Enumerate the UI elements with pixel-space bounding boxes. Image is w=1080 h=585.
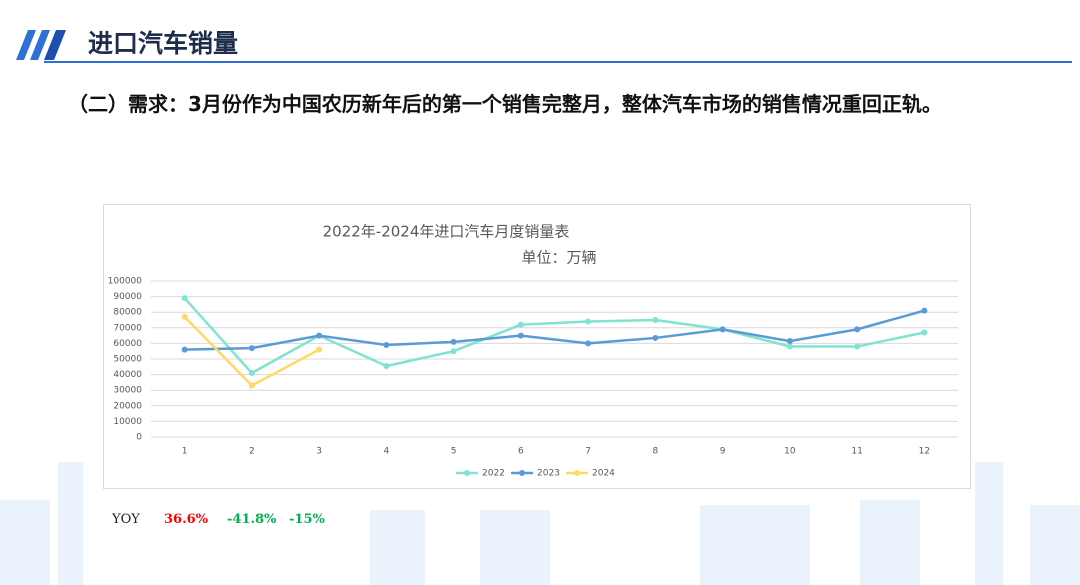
data-point: [786, 343, 793, 350]
data-point: [652, 334, 659, 341]
yoy-value: -15%: [289, 512, 325, 527]
data-point: [181, 295, 188, 302]
data-point: [921, 307, 928, 314]
data-point: [383, 341, 390, 348]
data-point: [383, 363, 390, 370]
chart-title: 2022年-2024年进口汽车月度销量表: [323, 223, 570, 241]
series-line: [183, 297, 925, 375]
legend-label: 2024: [592, 469, 615, 479]
chart-subtitle: 单位：万辆: [521, 249, 596, 267]
legend-dot: [574, 470, 580, 476]
y-tick-label: 80000: [113, 308, 142, 318]
data-point: [517, 321, 524, 328]
data-point: [248, 382, 255, 389]
y-tick-label: 100000: [108, 277, 143, 287]
data-point: [450, 348, 457, 355]
data-point: [854, 326, 861, 333]
data-point: [854, 343, 861, 350]
data-point: [585, 318, 592, 325]
data-point: [248, 370, 255, 377]
x-tick-label: 4: [384, 447, 390, 457]
legend-label: 2022: [482, 469, 505, 479]
data-point: [181, 346, 188, 353]
x-tick-label: 3: [316, 447, 322, 457]
series-line: [184, 309, 925, 351]
y-tick-label: 60000: [113, 339, 142, 349]
x-tick-label: 10: [784, 447, 796, 457]
data-point: [450, 338, 457, 345]
data-point: [248, 345, 255, 352]
legend-dot: [464, 470, 470, 476]
bg-block: [860, 500, 920, 585]
bg-block: [0, 500, 50, 585]
x-tick-label: 11: [851, 447, 862, 457]
yoy-value: -41.8%: [227, 512, 277, 527]
data-point: [652, 317, 659, 323]
y-tick-label: 20000: [113, 401, 142, 411]
bg-block: [700, 505, 810, 585]
bg-block: [975, 462, 1003, 585]
data-point: [316, 332, 323, 339]
y-tick-label: 40000: [113, 370, 142, 380]
x-tick-label: 2: [249, 447, 255, 457]
subtitle: （二）需求：3月份作为中国农历新年后的第一个销售完整月，整体汽车市场的销售情况重…: [68, 92, 942, 116]
data-point: [585, 340, 592, 347]
y-tick-label: 70000: [113, 323, 142, 333]
chart: 2022年-2024年进口汽车月度销量表 单位：万辆 0 10000 20000 30…: [108, 223, 958, 479]
data-point: [181, 313, 188, 320]
data-point: [786, 338, 793, 345]
legend-label: 2023: [537, 469, 560, 479]
chart-box: 2022年-2024年进口汽车月度销量表 单位：万辆 0 10000 20000 30…: [103, 204, 971, 489]
x-tick-label: 9: [720, 447, 726, 457]
data-point: [921, 329, 928, 336]
yoy-label: YOY: [112, 512, 140, 527]
x-tick-label: 5: [451, 447, 457, 457]
header-title: 进口汽车销量: [88, 29, 239, 58]
x-tick-label: 7: [585, 447, 591, 457]
y-tick-label: 0: [136, 433, 142, 443]
bg-block: [370, 510, 425, 585]
bg-block: [58, 462, 83, 585]
y-tick-label: 10000: [113, 417, 142, 427]
data-point: [316, 346, 323, 353]
x-tick-label: 8: [653, 447, 659, 457]
x-tick-label: 12: [919, 447, 930, 457]
header-decor: [16, 30, 1072, 63]
bg-block: [1030, 505, 1080, 585]
x-tick-label: 1: [182, 447, 188, 457]
yoy-value: 36.6%: [164, 512, 209, 527]
y-tick-label: 50000: [113, 355, 142, 365]
y-tick-label: 90000: [113, 292, 142, 302]
x-tick-label: 6: [518, 447, 524, 457]
data-point: [719, 326, 726, 333]
bg-block: [480, 510, 550, 585]
y-tick-label: 30000: [113, 386, 142, 396]
legend-dot: [519, 470, 525, 476]
data-point: [517, 332, 524, 339]
